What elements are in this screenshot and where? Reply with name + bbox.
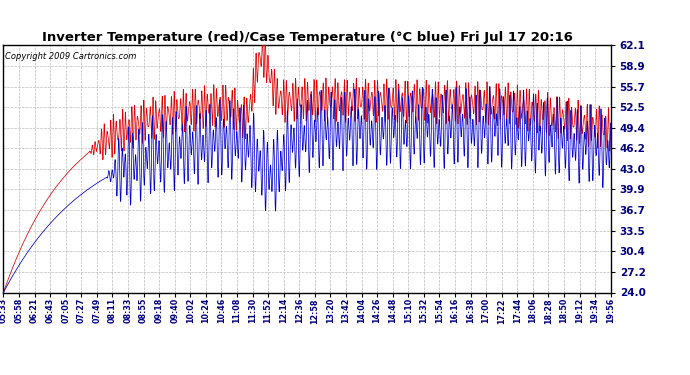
Title: Inverter Temperature (red)/Case Temperature (°C blue) Fri Jul 17 20:16: Inverter Temperature (red)/Case Temperat… [41, 31, 573, 44]
Text: Copyright 2009 Cartronics.com: Copyright 2009 Cartronics.com [5, 53, 136, 62]
